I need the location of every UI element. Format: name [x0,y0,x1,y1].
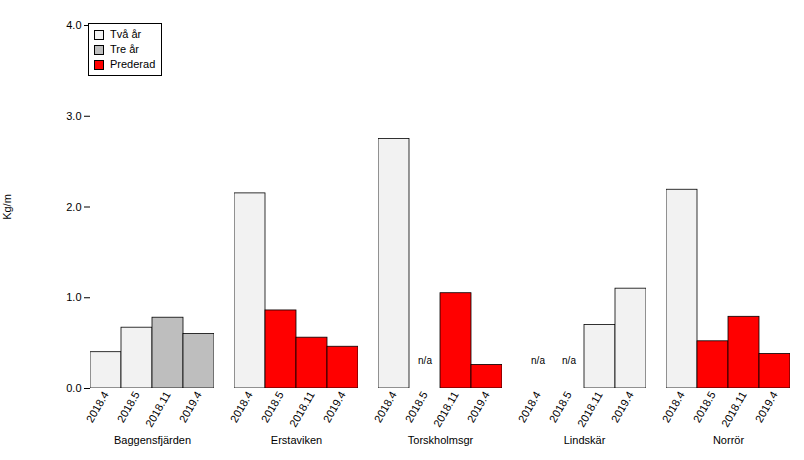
svg-text:2019.4: 2019.4 [465,389,492,424]
svg-text:2018.4: 2018.4 [516,389,543,424]
svg-text:4.0: 4.0 [66,19,81,31]
svg-text:2019.4: 2019.4 [609,389,636,424]
svg-text:2018.11: 2018.11 [143,389,173,429]
svg-text:Kg/m: Kg/m [1,194,13,220]
svg-text:2.0: 2.0 [66,201,81,213]
svg-text:2019.4: 2019.4 [321,389,348,424]
svg-text:2018.5: 2018.5 [691,389,718,424]
svg-text:Erstaviken: Erstaviken [271,434,322,446]
svg-text:2018.11: 2018.11 [287,389,317,429]
svg-text:2018.5: 2018.5 [115,389,142,424]
svg-text:2018.4: 2018.4 [372,389,399,424]
html-text:Två år: Två år [110,28,142,40]
svg-text:n/a: n/a [562,355,576,366]
svg-text:2019.4: 2019.4 [177,389,204,424]
svg-text:n/a: n/a [418,355,432,366]
svg-text:0.0: 0.0 [66,382,81,394]
svg-text:Norrör: Norrör [713,434,745,446]
svg-text:2018.4: 2018.4 [84,389,111,424]
svg-text:n/a: n/a [531,355,545,366]
svg-text:Torskholmsgr: Torskholmsgr [408,434,474,446]
svg-text:2018.5: 2018.5 [259,389,286,424]
svg-text:2018.11: 2018.11 [719,389,749,429]
svg-text:2018.4: 2018.4 [228,389,255,424]
svg-text:3.0: 3.0 [66,110,81,122]
svg-text:2019.4: 2019.4 [753,389,780,424]
html-text:Tre år: Tre år [110,43,139,55]
svg-text:Baggensfjärden: Baggensfjärden [114,434,191,446]
svg-text:2018.11: 2018.11 [431,389,461,429]
svg-text:2018.11: 2018.11 [575,389,605,429]
html-text:Prederad: Prederad [110,58,156,70]
svg-text:2018.4: 2018.4 [660,389,687,424]
svg-text:Lindskär: Lindskär [564,434,606,446]
svg-text:1.0: 1.0 [66,291,81,303]
svg-text:2018.5: 2018.5 [403,389,430,424]
svg-text:2018.5: 2018.5 [547,389,574,424]
